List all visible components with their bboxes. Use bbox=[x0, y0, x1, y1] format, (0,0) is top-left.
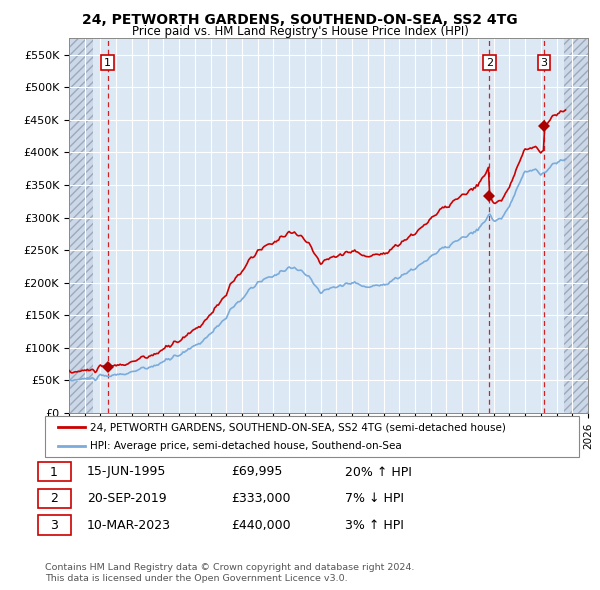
Text: This data is licensed under the Open Government Licence v3.0.: This data is licensed under the Open Gov… bbox=[45, 574, 347, 583]
Text: £333,000: £333,000 bbox=[231, 492, 290, 505]
Text: 2: 2 bbox=[50, 492, 58, 505]
Text: 20% ↑ HPI: 20% ↑ HPI bbox=[345, 466, 412, 478]
Text: 3: 3 bbox=[541, 58, 547, 68]
Text: 24, PETWORTH GARDENS, SOUTHEND-ON-SEA, SS2 4TG (semi-detached house): 24, PETWORTH GARDENS, SOUTHEND-ON-SEA, S… bbox=[91, 422, 506, 432]
Text: 20-SEP-2019: 20-SEP-2019 bbox=[87, 492, 167, 505]
Text: 2: 2 bbox=[485, 58, 493, 68]
Text: £69,995: £69,995 bbox=[231, 466, 283, 478]
Text: HPI: Average price, semi-detached house, Southend-on-Sea: HPI: Average price, semi-detached house,… bbox=[91, 441, 402, 451]
Text: 24, PETWORTH GARDENS, SOUTHEND-ON-SEA, SS2 4TG: 24, PETWORTH GARDENS, SOUTHEND-ON-SEA, S… bbox=[82, 13, 518, 27]
Text: 10-MAR-2023: 10-MAR-2023 bbox=[87, 519, 171, 532]
FancyBboxPatch shape bbox=[45, 416, 579, 457]
Text: 7% ↓ HPI: 7% ↓ HPI bbox=[345, 492, 404, 505]
Text: 1: 1 bbox=[104, 58, 111, 68]
Text: 3: 3 bbox=[50, 519, 58, 532]
Text: Contains HM Land Registry data © Crown copyright and database right 2024.: Contains HM Land Registry data © Crown c… bbox=[45, 563, 415, 572]
Text: £440,000: £440,000 bbox=[231, 519, 290, 532]
Bar bbox=[69, 38, 92, 413]
Text: Price paid vs. HM Land Registry's House Price Index (HPI): Price paid vs. HM Land Registry's House … bbox=[131, 25, 469, 38]
Text: 3% ↑ HPI: 3% ↑ HPI bbox=[345, 519, 404, 532]
Text: 15-JUN-1995: 15-JUN-1995 bbox=[87, 466, 166, 478]
Text: 1: 1 bbox=[50, 466, 58, 478]
Bar bbox=[565, 38, 588, 413]
